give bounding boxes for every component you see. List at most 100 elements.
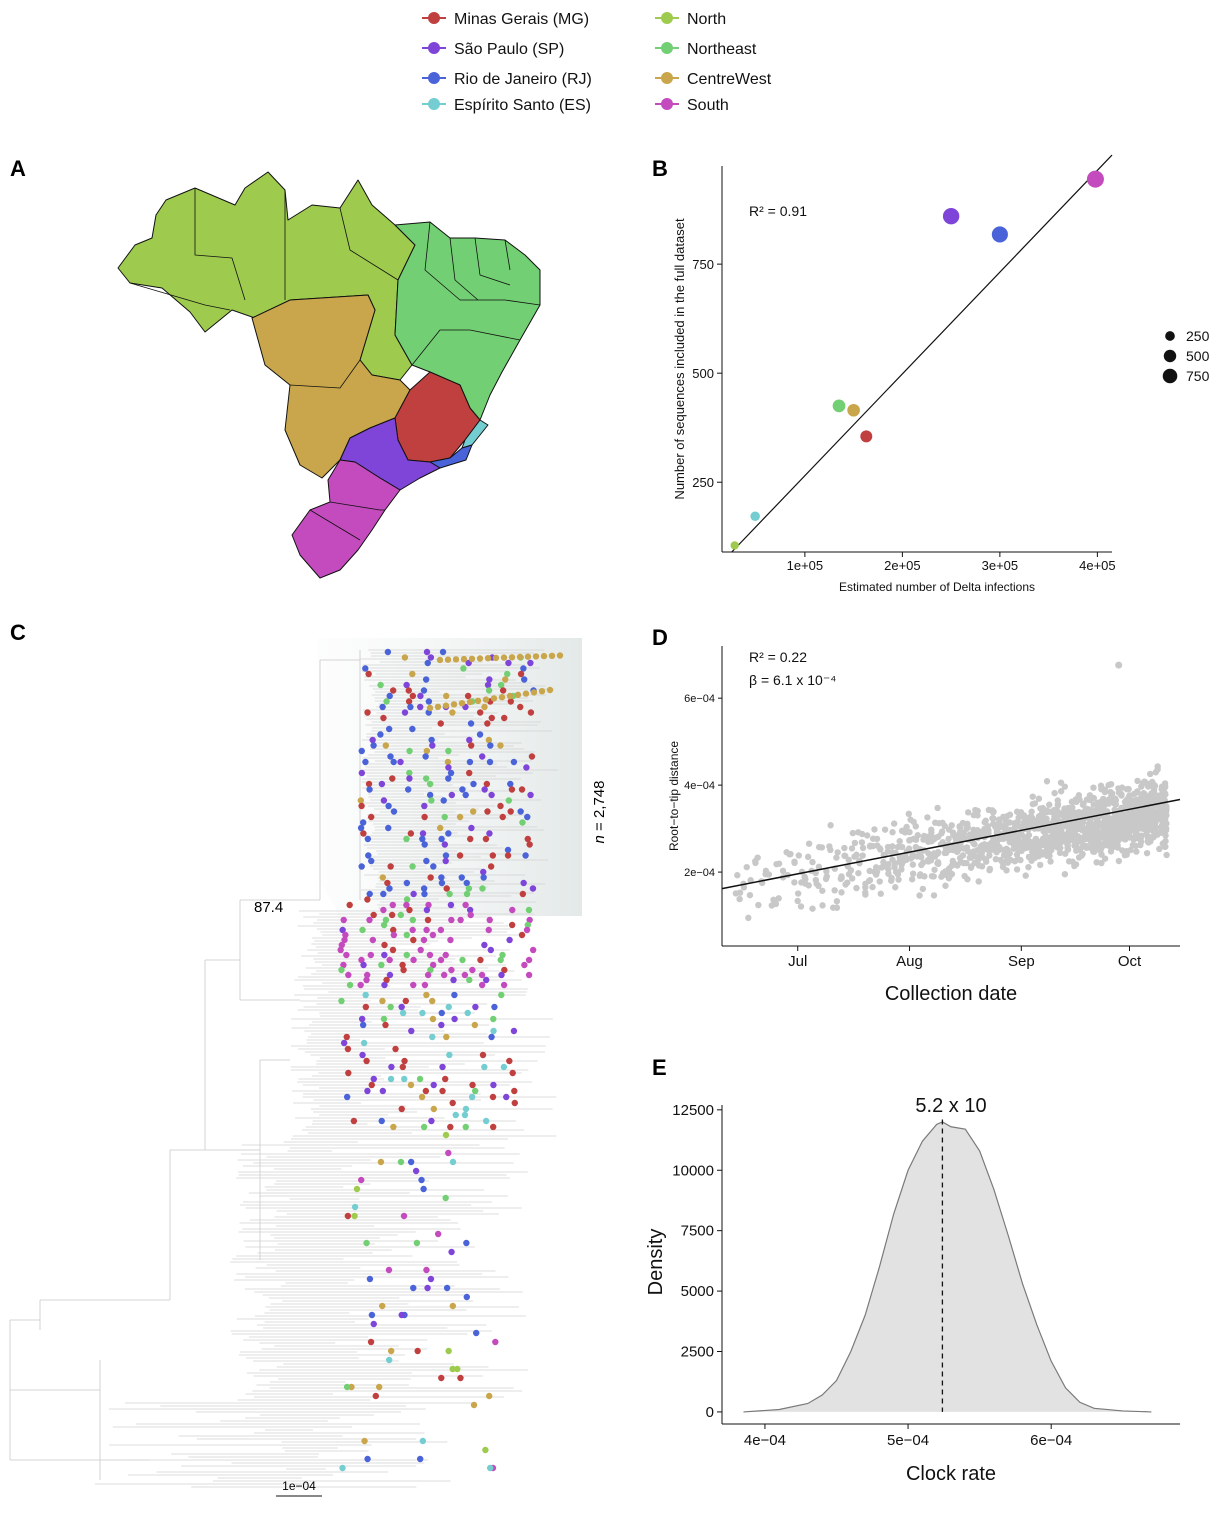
c-tip-dot bbox=[444, 758, 452, 766]
d-point bbox=[1143, 849, 1151, 857]
brazil-map bbox=[117, 171, 541, 579]
d-point bbox=[934, 848, 942, 856]
c-tip-dot bbox=[510, 758, 518, 766]
c-tip-dot bbox=[360, 961, 367, 969]
c-tip-dot bbox=[492, 654, 500, 662]
d-point bbox=[974, 854, 982, 861]
c-tip-dot bbox=[389, 775, 396, 782]
d-point bbox=[805, 882, 812, 889]
c-tip-dot bbox=[445, 747, 452, 755]
c-tip-dot bbox=[401, 654, 409, 661]
d-point bbox=[1163, 806, 1170, 814]
c-tip-dot bbox=[416, 1455, 424, 1463]
d-point bbox=[809, 905, 816, 912]
c-tip-dot bbox=[340, 1039, 348, 1047]
c-tip-dot bbox=[409, 670, 416, 678]
d-point bbox=[858, 839, 866, 846]
d-point bbox=[1098, 859, 1105, 867]
d-point bbox=[1031, 800, 1039, 807]
c-tip-dot bbox=[426, 780, 434, 788]
c-tip-dot bbox=[474, 697, 482, 704]
c-tip-dot bbox=[423, 1266, 430, 1274]
c-tip-dot bbox=[499, 951, 506, 959]
c-tip-dot bbox=[429, 931, 437, 939]
d-point bbox=[1161, 790, 1168, 798]
c-tip-dot bbox=[387, 1347, 395, 1355]
c-tip-dot bbox=[407, 1081, 415, 1089]
d-point bbox=[1101, 786, 1109, 793]
b-size-legend-label: 500 bbox=[1186, 348, 1210, 364]
d-point bbox=[964, 809, 972, 816]
c-tip-dot bbox=[476, 709, 484, 716]
c-tip-dot bbox=[385, 725, 393, 733]
d-x-axis-title: Collection date bbox=[885, 983, 1017, 1005]
c-tip-dot bbox=[387, 753, 394, 760]
d-point bbox=[930, 892, 938, 899]
legend-dot-esp-rito-santo-es bbox=[428, 98, 440, 110]
c-tip-dot bbox=[406, 906, 413, 914]
c-tip-dot bbox=[403, 879, 411, 887]
d-point bbox=[885, 861, 892, 868]
c-tip-dot bbox=[482, 696, 490, 703]
c-tip-dot bbox=[449, 1158, 457, 1166]
c-tip-dot bbox=[490, 695, 498, 702]
c-tip-dot bbox=[340, 961, 347, 969]
d-point bbox=[1163, 851, 1170, 859]
c-tips bbox=[94, 649, 559, 1488]
d-point bbox=[1133, 848, 1140, 855]
c-tip-dot bbox=[511, 1087, 518, 1095]
c-tip-dot bbox=[430, 1105, 438, 1113]
c-tip-dot bbox=[368, 813, 375, 821]
b-y-axis-title: Number of sequences included in the full… bbox=[672, 218, 687, 500]
d-point bbox=[1090, 784, 1097, 791]
c-tip-dot bbox=[410, 981, 417, 989]
c-tip-dot bbox=[377, 1158, 385, 1166]
c-tip-dot bbox=[407, 830, 415, 837]
c-tip-dot bbox=[449, 1365, 456, 1373]
c-tip-dot bbox=[359, 1021, 367, 1029]
c-tip-dot bbox=[381, 951, 388, 959]
c-tip-dot bbox=[425, 698, 433, 705]
d-point bbox=[985, 830, 992, 837]
c-tip-dot bbox=[401, 709, 409, 716]
d-point bbox=[959, 852, 967, 859]
d-point bbox=[876, 878, 883, 885]
c-tip-dot bbox=[483, 780, 491, 788]
c-tip-dot bbox=[341, 936, 348, 944]
c-tip-dot bbox=[388, 911, 396, 919]
c-tip-dot bbox=[427, 966, 434, 974]
c-tip-dot bbox=[366, 916, 373, 924]
d-point bbox=[1043, 778, 1051, 785]
c-tip-dot bbox=[423, 747, 431, 755]
c-tip-dot bbox=[434, 1230, 442, 1238]
c-tip-dot bbox=[399, 1009, 407, 1017]
c-tip-dot bbox=[410, 936, 417, 944]
c-tip-dot bbox=[342, 931, 349, 939]
c-tip-dot bbox=[424, 659, 431, 667]
c-tip-dot bbox=[364, 971, 371, 979]
d-point bbox=[834, 849, 841, 856]
e-x-tick-label: 6e−04 bbox=[1030, 1432, 1072, 1449]
c-tip-dot bbox=[400, 966, 407, 974]
c-tip-dot bbox=[418, 1176, 425, 1184]
c-tip-dot bbox=[401, 1057, 408, 1065]
c-tip-dot bbox=[357, 824, 365, 832]
d-point bbox=[1156, 845, 1163, 853]
c-tip-dot bbox=[429, 1033, 436, 1041]
d-point bbox=[934, 804, 941, 812]
d-point bbox=[736, 895, 743, 903]
d-point bbox=[908, 876, 916, 883]
map-region-south bbox=[291, 459, 401, 579]
d-point bbox=[775, 895, 782, 902]
c-tip-dot bbox=[384, 879, 391, 887]
c-tip-dot bbox=[368, 1311, 376, 1319]
c-tip-dot bbox=[427, 654, 435, 661]
d-point bbox=[1147, 838, 1154, 845]
c-tip-dot bbox=[426, 791, 434, 799]
d-point bbox=[754, 854, 761, 861]
c-tip-dot bbox=[468, 655, 476, 662]
c-tip-dot bbox=[358, 802, 365, 810]
c-tip-dot bbox=[451, 991, 458, 999]
c-tip-dot bbox=[438, 879, 446, 887]
e-x-axis-title: Clock rate bbox=[906, 1463, 996, 1485]
